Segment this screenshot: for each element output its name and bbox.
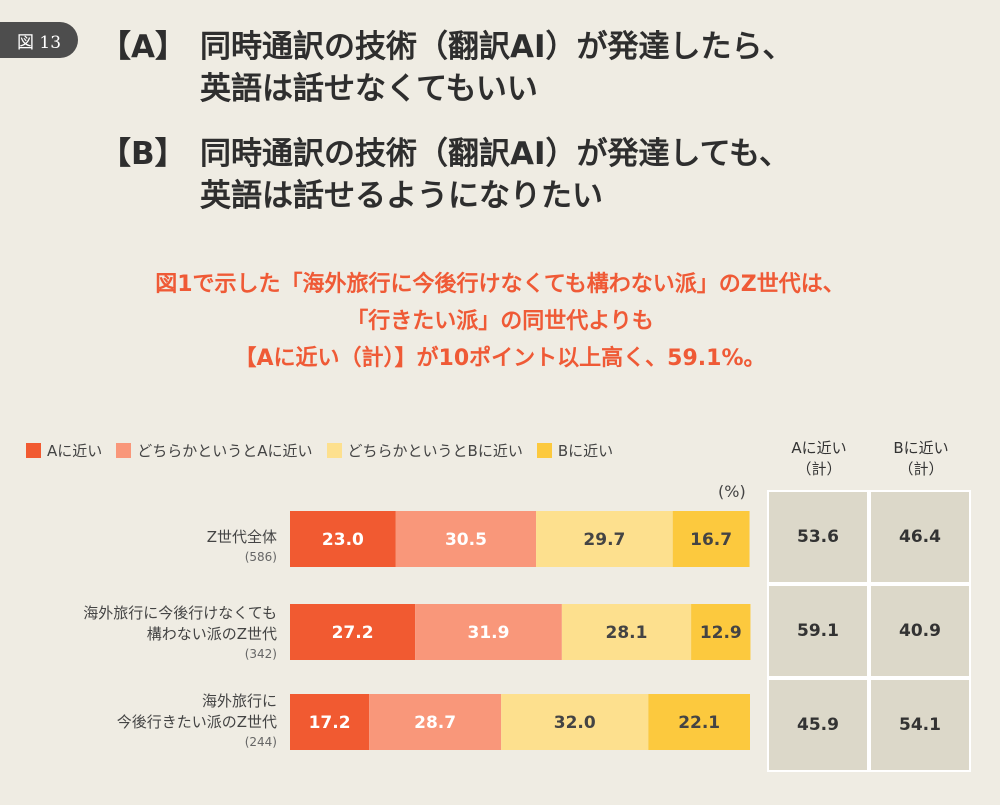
table-cell-b-total-row1: 46.4 bbox=[871, 492, 969, 582]
row-label-1: Z世代全体 (586) bbox=[207, 527, 277, 566]
row-label-1-line1: Z世代全体 bbox=[206, 528, 277, 546]
question-b-tag: 【B】 bbox=[100, 136, 186, 172]
bar-segment-row1-a-close bbox=[290, 511, 396, 567]
row-label-2-n: (342) bbox=[244, 647, 277, 661]
data-label-row2-b-somewhat: 28.1 bbox=[606, 623, 648, 643]
table-header-a-total-line1: Aに近い bbox=[791, 439, 847, 457]
legend-swatch-a-somewhat bbox=[116, 443, 132, 458]
legend-swatch-b-close bbox=[536, 443, 552, 458]
headline-line1: 図1で示した「海外旅行に今後行けなくても構わない派」のZ世代は、 bbox=[155, 272, 845, 297]
row-label-2-line2: 構わない派のZ世代 bbox=[146, 625, 277, 643]
question-a-line2: 英語は話せなくてもいい bbox=[200, 71, 538, 107]
bar-segment-row1-b-somewhat bbox=[536, 511, 673, 567]
bar-segment-row1-a-somewhat bbox=[395, 511, 537, 567]
row-label-3: 海外旅行に 今後行きたい派のZ世代 (244) bbox=[117, 691, 277, 751]
legend-item-a-somewhat: どちらかというとAに近い bbox=[116, 440, 313, 461]
data-label-row3-b-close: 22.1 bbox=[678, 713, 720, 733]
data-label-row2-a-somewhat: 31.9 bbox=[468, 623, 510, 643]
legend-label: Aに近い bbox=[47, 442, 103, 460]
legend-label: どちらかというとAに近い bbox=[137, 442, 313, 460]
bar-segment-row2-b-close bbox=[691, 604, 751, 660]
data-label-row1-b-somewhat: 29.7 bbox=[583, 530, 625, 550]
question-a: 【A】 同時通訳の技術（翻訳AI）が発達したら、 英語は話せなくてもいい bbox=[100, 26, 794, 110]
table-cell-a-total-row1: 53.6 bbox=[769, 492, 867, 582]
table-cell-a-total-row3: 45.9 bbox=[769, 680, 867, 770]
bar-segment-row3-b-somewhat bbox=[501, 694, 649, 750]
data-label-row1-a-close: 23.0 bbox=[322, 530, 364, 550]
chart-legend: Aに近い どちらかというとAに近い どちらかというとBに近い Bに近い bbox=[26, 440, 627, 461]
table-cell-b-total-row3: 54.1 bbox=[871, 680, 969, 770]
bar-segment-row2-a-close bbox=[290, 604, 416, 660]
data-label-row3-b-somewhat: 32.0 bbox=[554, 713, 596, 733]
legend-item-b-close: Bに近い bbox=[536, 440, 614, 461]
data-label-row1-a-somewhat: 30.5 bbox=[445, 530, 487, 550]
bar-segment-row3-a-close bbox=[290, 694, 370, 750]
question-a-line1: 同時通訳の技術（翻訳AI）が発達したら、 bbox=[200, 29, 794, 65]
headline-line3: 【Aに近い（計）】が10ポイント以上高く、59.1%。 bbox=[234, 346, 766, 371]
legend-label: Bに近い bbox=[557, 442, 614, 460]
bar-segment-row3-a-somewhat bbox=[369, 694, 502, 750]
data-label-row2-a-close: 27.2 bbox=[332, 623, 374, 643]
table-header-b-total-line2: （計） bbox=[898, 460, 944, 478]
table-header-b-total-line1: Bに近い bbox=[893, 439, 949, 457]
data-label-row3-a-somewhat: 28.7 bbox=[414, 713, 456, 733]
legend-swatch-b-somewhat bbox=[326, 443, 342, 458]
row-label-1-n: (586) bbox=[244, 550, 277, 564]
unit-label: (%) bbox=[718, 482, 746, 501]
figure-label: 図 13 bbox=[0, 22, 78, 58]
bar-segment-row2-b-somewhat bbox=[561, 604, 692, 660]
bar-segment-row2-a-somewhat bbox=[415, 604, 562, 660]
row-label-2: 海外旅行に今後行けなくても 構わない派のZ世代 (342) bbox=[83, 603, 277, 663]
legend-item-b-somewhat: どちらかというとBに近い bbox=[326, 440, 523, 461]
bar-segment-row1-b-close bbox=[672, 511, 750, 567]
data-label-row1-b-close: 16.7 bbox=[690, 530, 732, 550]
question-b-line1: 同時通訳の技術（翻訳AI）が発達しても、 bbox=[200, 136, 791, 172]
table-header-a-total: Aに近い （計） bbox=[769, 438, 869, 480]
table-cell-b-total-row2: 40.9 bbox=[871, 586, 969, 676]
table-cell-a-total-row2: 59.1 bbox=[769, 586, 867, 676]
row-label-3-line2: 今後行きたい派のZ世代 bbox=[116, 713, 277, 731]
headline-line2: 「行きたい派」の同世代よりも bbox=[346, 309, 654, 334]
question-b-line2: 英語は話せるようになりたい bbox=[200, 178, 603, 214]
bar-segment-row3-b-close bbox=[648, 694, 750, 750]
legend-label: どちらかというとBに近い bbox=[347, 442, 523, 460]
table-header-a-total-line2: （計） bbox=[796, 460, 842, 478]
row-label-2-line1: 海外旅行に今後行けなくても bbox=[83, 604, 277, 622]
legend-item-a-close: Aに近い bbox=[26, 440, 102, 461]
row-label-3-n: (244) bbox=[244, 735, 277, 749]
question-b: 【B】 同時通訳の技術（翻訳AI）が発達しても、 英語は話せるようになりたい bbox=[100, 133, 790, 217]
table-header-b-total: Bに近い （計） bbox=[871, 438, 971, 480]
headline: 図1で示した「海外旅行に今後行けなくても構わない派」のZ世代は、 「行きたい派」… bbox=[0, 266, 1000, 377]
totals-table: 53.6 46.4 59.1 40.9 45.9 54.1 bbox=[767, 490, 971, 772]
row-label-3-line1: 海外旅行に bbox=[201, 692, 277, 710]
data-label-row2-b-close: 12.9 bbox=[700, 623, 742, 643]
data-label-row3-a-close: 17.2 bbox=[309, 713, 351, 733]
legend-swatch-a-close bbox=[26, 443, 41, 458]
question-a-tag: 【A】 bbox=[100, 29, 186, 65]
